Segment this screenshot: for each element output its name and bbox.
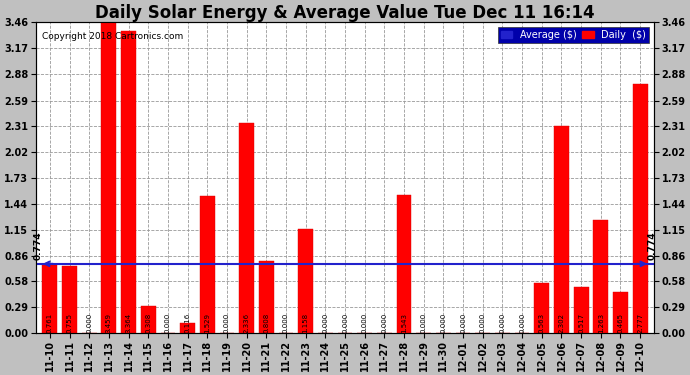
Bar — [200, 196, 215, 333]
Text: 0.563: 0.563 — [539, 313, 545, 333]
Bar — [101, 22, 116, 333]
Bar — [121, 31, 136, 333]
Text: 0.517: 0.517 — [578, 313, 584, 333]
Text: 0.000: 0.000 — [342, 313, 348, 333]
Text: Copyright 2018 Cartronics.com: Copyright 2018 Cartronics.com — [42, 32, 184, 40]
Text: 0.774: 0.774 — [34, 232, 43, 260]
Legend: Average ($), Daily  ($): Average ($), Daily ($) — [498, 27, 649, 43]
Bar — [613, 292, 628, 333]
Bar — [239, 123, 254, 333]
Bar — [574, 287, 589, 333]
Text: 0.000: 0.000 — [440, 313, 446, 333]
Text: 0.000: 0.000 — [480, 313, 486, 333]
Text: 0.000: 0.000 — [382, 313, 387, 333]
Text: 0.000: 0.000 — [421, 313, 426, 333]
Text: 0.000: 0.000 — [165, 313, 171, 333]
Text: 1.158: 1.158 — [303, 313, 308, 333]
Bar — [593, 220, 608, 333]
Text: 2.302: 2.302 — [558, 313, 564, 333]
Text: 3.459: 3.459 — [106, 313, 112, 333]
Text: 3.364: 3.364 — [126, 313, 132, 333]
Text: 0.000: 0.000 — [519, 313, 525, 333]
Bar — [62, 266, 77, 333]
Text: 0.116: 0.116 — [185, 313, 190, 333]
Text: 0.000: 0.000 — [362, 313, 368, 333]
Text: 0.308: 0.308 — [145, 313, 151, 333]
Text: 0.000: 0.000 — [224, 313, 230, 333]
Text: 2.777: 2.777 — [637, 313, 643, 333]
Text: 0.000: 0.000 — [322, 313, 328, 333]
Bar — [298, 230, 313, 333]
Text: 0.761: 0.761 — [47, 313, 53, 333]
Text: 1.543: 1.543 — [401, 313, 407, 333]
Bar — [397, 195, 411, 333]
Text: 0.465: 0.465 — [618, 313, 624, 333]
Text: 0.774: 0.774 — [647, 232, 656, 260]
Bar — [259, 261, 274, 333]
Text: 1.263: 1.263 — [598, 313, 604, 333]
Text: 1.529: 1.529 — [204, 313, 210, 333]
Text: 0.755: 0.755 — [66, 313, 72, 333]
Text: 2.336: 2.336 — [244, 313, 250, 333]
Bar — [180, 323, 195, 333]
Text: 0.000: 0.000 — [283, 313, 289, 333]
Bar — [141, 306, 156, 333]
Text: 0.000: 0.000 — [86, 313, 92, 333]
Text: 0.808: 0.808 — [264, 313, 269, 333]
Title: Daily Solar Energy & Average Value Tue Dec 11 16:14: Daily Solar Energy & Average Value Tue D… — [95, 4, 595, 22]
Bar — [534, 283, 549, 333]
Text: 0.000: 0.000 — [460, 313, 466, 333]
Text: 0.000: 0.000 — [500, 313, 505, 333]
Bar — [43, 265, 57, 333]
Bar — [633, 84, 647, 333]
Bar — [554, 126, 569, 333]
